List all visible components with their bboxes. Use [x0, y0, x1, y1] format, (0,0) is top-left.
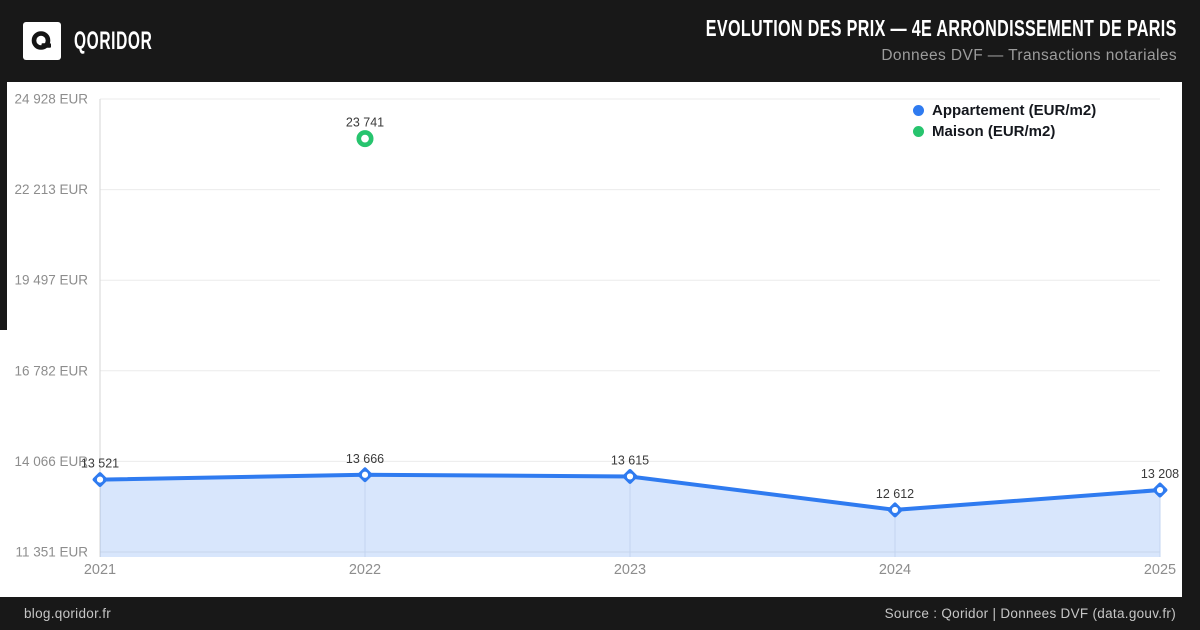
header: QORIDOR EVOLUTION DES PRIX — 4E ARRONDIS…	[0, 0, 1200, 82]
data-point-marker-center	[96, 476, 104, 483]
data-point-label: 13 615	[611, 453, 649, 467]
brand-name: QORIDOR	[74, 26, 153, 55]
page-subtitle: Donnees DVF — Transactions notariales	[881, 47, 1177, 65]
price-evolution-chart: 11 351 EUR 14 066 EUR 16 782 EUR 19 497 EUR…	[14, 92, 1179, 579]
x-axis-tick-label: 2024	[879, 562, 911, 578]
data-point-label: 13 521	[81, 457, 119, 471]
y-axis-tick-label: 19 497 EUR	[14, 273, 88, 288]
y-axis-tick-label: 16 782 EUR	[14, 363, 88, 378]
footer-source: Source : Qoridor | Donnees DVF (data.gou…	[884, 606, 1176, 621]
footer: blog.qoridor.fr Source : Qoridor | Donne…	[0, 597, 1200, 630]
x-axis-tick-label: 2021	[84, 562, 116, 578]
legend-dot-icon	[913, 125, 924, 137]
qoridor-logo	[23, 22, 61, 60]
brand: QORIDOR	[23, 22, 200, 60]
chart-panel: 11 351 EUR 14 066 EUR 16 782 EUR 19 497 EUR…	[7, 82, 1182, 597]
legend-item-appartement[interactable]: Appartement (EUR/m2)	[913, 100, 1096, 120]
data-point-marker-center	[1156, 486, 1164, 494]
data-point-label: 23 741	[346, 116, 384, 130]
data-point-label: 13 666	[346, 452, 384, 466]
x-axis-tick-label: 2022	[349, 562, 381, 578]
data-point-marker	[356, 130, 374, 148]
page-title: EVOLUTION DES PRIX — 4E ARRONDISSEMENT D…	[706, 15, 1177, 42]
header-titles: EVOLUTION DES PRIX — 4E ARRONDISSEMENT D…	[504, 15, 1177, 66]
chart-legend: Appartement (EUR/m2) Maison (EUR/m2)	[913, 100, 1096, 141]
data-point-marker-center	[626, 473, 634, 480]
y-axis-tick-label: 22 213 EUR	[14, 182, 88, 197]
y-axis-tick-label: 11 351 EUR	[15, 545, 88, 560]
legend-label: Maison (EUR/m2)	[932, 122, 1056, 140]
footer-site: blog.qoridor.fr	[24, 606, 112, 621]
legend-dot-icon	[913, 104, 924, 116]
data-point-marker-center	[891, 506, 899, 514]
data-point-marker-center	[361, 471, 369, 478]
legend-item-maison[interactable]: Maison (EUR/m2)	[913, 121, 1096, 141]
left-edge-patch	[0, 330, 7, 597]
x-axis-tick-label: 2023	[614, 562, 646, 578]
data-point-label: 13 208	[1141, 467, 1179, 481]
q-logo-icon	[29, 28, 55, 54]
y-axis-tick-label: 14 066 EUR	[14, 454, 88, 469]
legend-label: Appartement (EUR/m2)	[932, 101, 1097, 119]
x-axis-tick-label: 2025	[1144, 562, 1176, 578]
data-point-label: 12 612	[876, 487, 914, 501]
y-axis-tick-label: 24 928 EUR	[14, 92, 88, 107]
